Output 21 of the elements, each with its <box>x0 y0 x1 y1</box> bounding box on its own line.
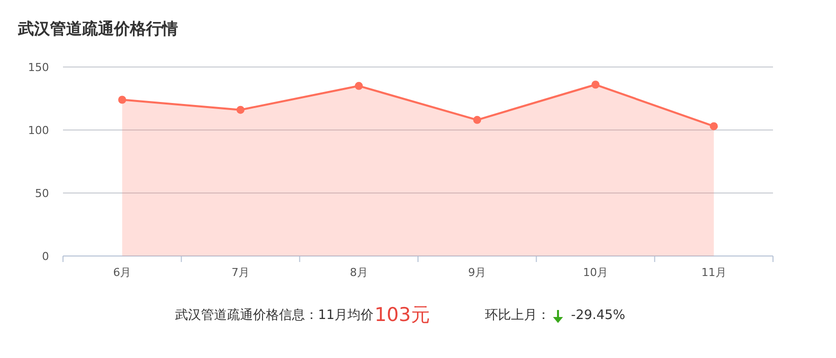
point <box>236 106 244 114</box>
y-tick-label: 100 <box>28 124 49 137</box>
y-tick-label: 150 <box>28 61 49 74</box>
point <box>354 82 363 90</box>
point <box>710 122 718 130</box>
x-tick-label: 8月 <box>350 266 368 279</box>
text: 武汉管道疏通价格信息：11月均价 <box>175 308 374 323</box>
chart-title: 武汉管道疏通价格行情 <box>17 19 178 38</box>
x-tick-label: 6月 <box>113 266 132 279</box>
y-tick-label: 0 <box>42 250 49 263</box>
point <box>473 116 482 124</box>
x-tick-label: 11月 <box>701 266 726 279</box>
x-tick-label: 10月 <box>583 266 608 279</box>
x-tick-label: 9月 <box>468 266 486 279</box>
y-tick-label: 50 <box>35 187 49 200</box>
text: -29.45% <box>571 308 626 323</box>
point <box>118 96 126 104</box>
point <box>592 80 600 89</box>
x-tick-label: 7月 <box>232 266 250 279</box>
text: 环比上月： <box>485 308 550 323</box>
text: 103元 <box>374 304 430 326</box>
